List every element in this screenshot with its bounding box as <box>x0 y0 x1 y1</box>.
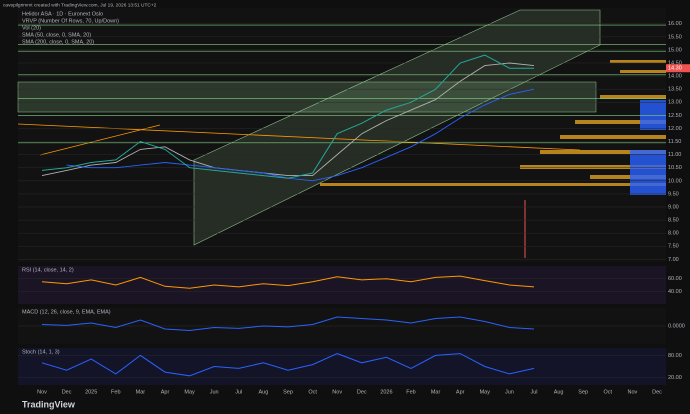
volume-profile <box>630 100 666 195</box>
pane-title: RSI (14, close, 14, 2) <box>22 267 74 273</box>
volume-profile <box>320 60 666 186</box>
price-line <box>41 54 534 179</box>
x-tick-label: May <box>480 389 491 395</box>
last-price-box <box>666 64 690 73</box>
sma-line <box>66 88 535 182</box>
y-tick-label: 13.50 <box>668 87 682 93</box>
x-tick-label: Feb <box>111 389 120 395</box>
legend-label: SMA (50, close, 0, SMA, 20) <box>22 32 91 38</box>
y-tick-label: 60.00 <box>668 276 682 282</box>
y-tick-label: 0.0000 <box>668 323 685 329</box>
chart-title: Helidor ASA · 1D · Euronext Oslo <box>22 11 103 17</box>
price-line <box>41 275 535 289</box>
zone <box>17 81 597 113</box>
y-tick-label: 14.50 <box>668 60 682 66</box>
x-tick-label: 2026 <box>380 389 392 395</box>
y-tick-label: 15.00 <box>668 47 682 53</box>
price-line <box>41 353 535 377</box>
y-tick-label: 15.50 <box>668 34 682 40</box>
x-tick-label: Dec <box>62 389 72 395</box>
x-tick-label: Jun <box>505 389 514 395</box>
x-tick-label: Jul <box>530 389 537 395</box>
x-tick-label: Aug <box>554 389 564 395</box>
y-tick-label: 12.50 <box>668 113 682 119</box>
last-price-label: 14.30 <box>668 66 682 72</box>
y-tick-label: 11.50 <box>668 139 681 145</box>
y-tick-label: 11.00 <box>668 152 681 158</box>
y-tick-label: 10.50 <box>668 165 682 171</box>
x-tick-label: Jun <box>210 389 219 395</box>
x-tick-label: Dec <box>652 389 662 395</box>
x-tick-label: Oct <box>604 389 613 395</box>
x-tick-label: Dec <box>357 389 367 395</box>
y-tick-label: 13.00 <box>668 100 682 106</box>
stoch-pane <box>18 348 666 385</box>
y-tick-label: 8.50 <box>668 218 679 224</box>
indicator-label: VRVP (Number Of Rows, 70, Up/Down) <box>22 18 119 24</box>
y-tick-label: 7.50 <box>668 244 679 250</box>
y-tick-label: 80.00 <box>668 353 682 359</box>
trendline <box>39 124 161 156</box>
x-tick-label: Apr <box>456 389 465 395</box>
x-tick-label: Sep <box>578 389 588 395</box>
y-tick-label: 14.00 <box>668 74 682 80</box>
x-tick-label: May <box>184 389 195 395</box>
x-tick-label: Mar <box>136 389 146 395</box>
x-tick-label: Oct <box>308 389 317 395</box>
y-tick-label: 8.00 <box>668 231 679 237</box>
sma-line <box>41 62 535 177</box>
y-tick-label: 16.00 <box>668 21 682 27</box>
y-tick-label: 9.50 <box>668 191 679 197</box>
caption: cavepilgrimmt created with TradingView.c… <box>3 2 157 8</box>
x-tick-label: Sep <box>283 389 293 395</box>
x-tick-label: Jul <box>235 389 242 395</box>
price-pane <box>18 8 666 262</box>
x-tick-label: Nov <box>332 389 342 395</box>
logo: TradingView <box>22 399 76 409</box>
y-tick-label: 40.00 <box>668 289 682 295</box>
y-tick-label: 20.00 <box>668 375 682 381</box>
indicator-label: Vol (20) <box>22 25 41 31</box>
x-tick-label: Apr <box>161 389 170 395</box>
channel <box>193 9 601 246</box>
x-tick-label: 2025 <box>85 389 97 395</box>
rsi-pane <box>18 266 666 304</box>
pane-title: MACD (12, 26, close, 9, EMA, EMA) <box>22 309 111 315</box>
legend-label: SMA (200, close, 0, SMA, 20) <box>22 39 94 45</box>
x-tick-label: Nov <box>37 389 47 395</box>
x-tick-label: Nov <box>628 389 638 395</box>
x-tick-label: Aug <box>259 389 269 395</box>
y-tick-label: 10.00 <box>668 178 682 184</box>
y-tick-label: 9.00 <box>668 204 679 210</box>
y-tick-label: 7.00 <box>668 257 679 263</box>
pane-title: Stoch (14, 1, 3) <box>22 349 60 355</box>
x-tick-label: Mar <box>431 389 441 395</box>
x-tick-label: Feb <box>406 389 415 395</box>
y-tick-label: 12.00 <box>668 126 682 132</box>
price-line <box>41 316 535 332</box>
